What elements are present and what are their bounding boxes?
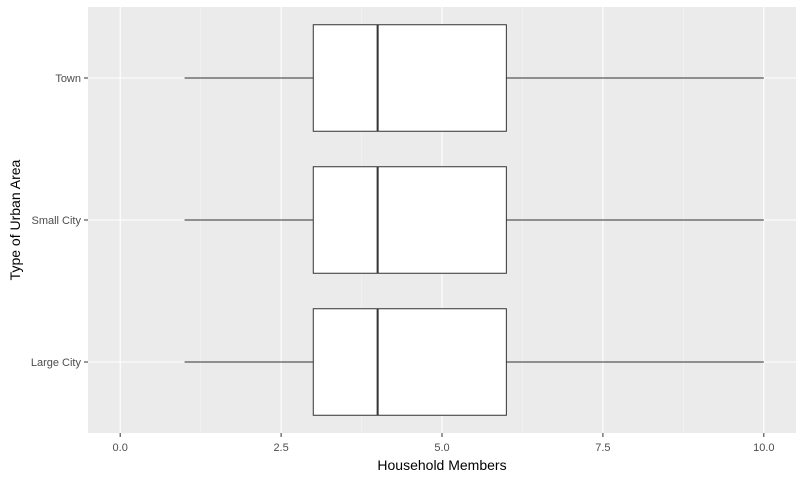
y-axis-ticks: Large City Small City Town xyxy=(31,73,88,369)
x-tick-label: 5.0 xyxy=(434,442,449,454)
x-tick-label: 0.0 xyxy=(113,442,128,454)
boxplots xyxy=(184,24,764,416)
boxplot-town xyxy=(184,24,764,132)
boxplot-small-city xyxy=(184,166,764,274)
box-iqr xyxy=(312,24,507,132)
x-tick-label: 10.0 xyxy=(753,442,774,454)
y-tick-label: Large City xyxy=(31,357,82,369)
box-iqr xyxy=(312,308,507,416)
x-tick-label: 2.5 xyxy=(273,442,288,454)
y-tick-label: Town xyxy=(55,73,81,85)
y-axis-title: Type of Urban Area xyxy=(7,159,23,280)
boxplot-large-city xyxy=(184,308,764,416)
box-iqr xyxy=(312,166,507,274)
x-tick-label: 7.5 xyxy=(595,442,610,454)
x-axis-title: Household Members xyxy=(377,457,506,473)
x-axis-ticks: 0.0 2.5 5.0 7.5 10.0 xyxy=(113,433,775,454)
y-tick-label: Small City xyxy=(31,215,81,227)
